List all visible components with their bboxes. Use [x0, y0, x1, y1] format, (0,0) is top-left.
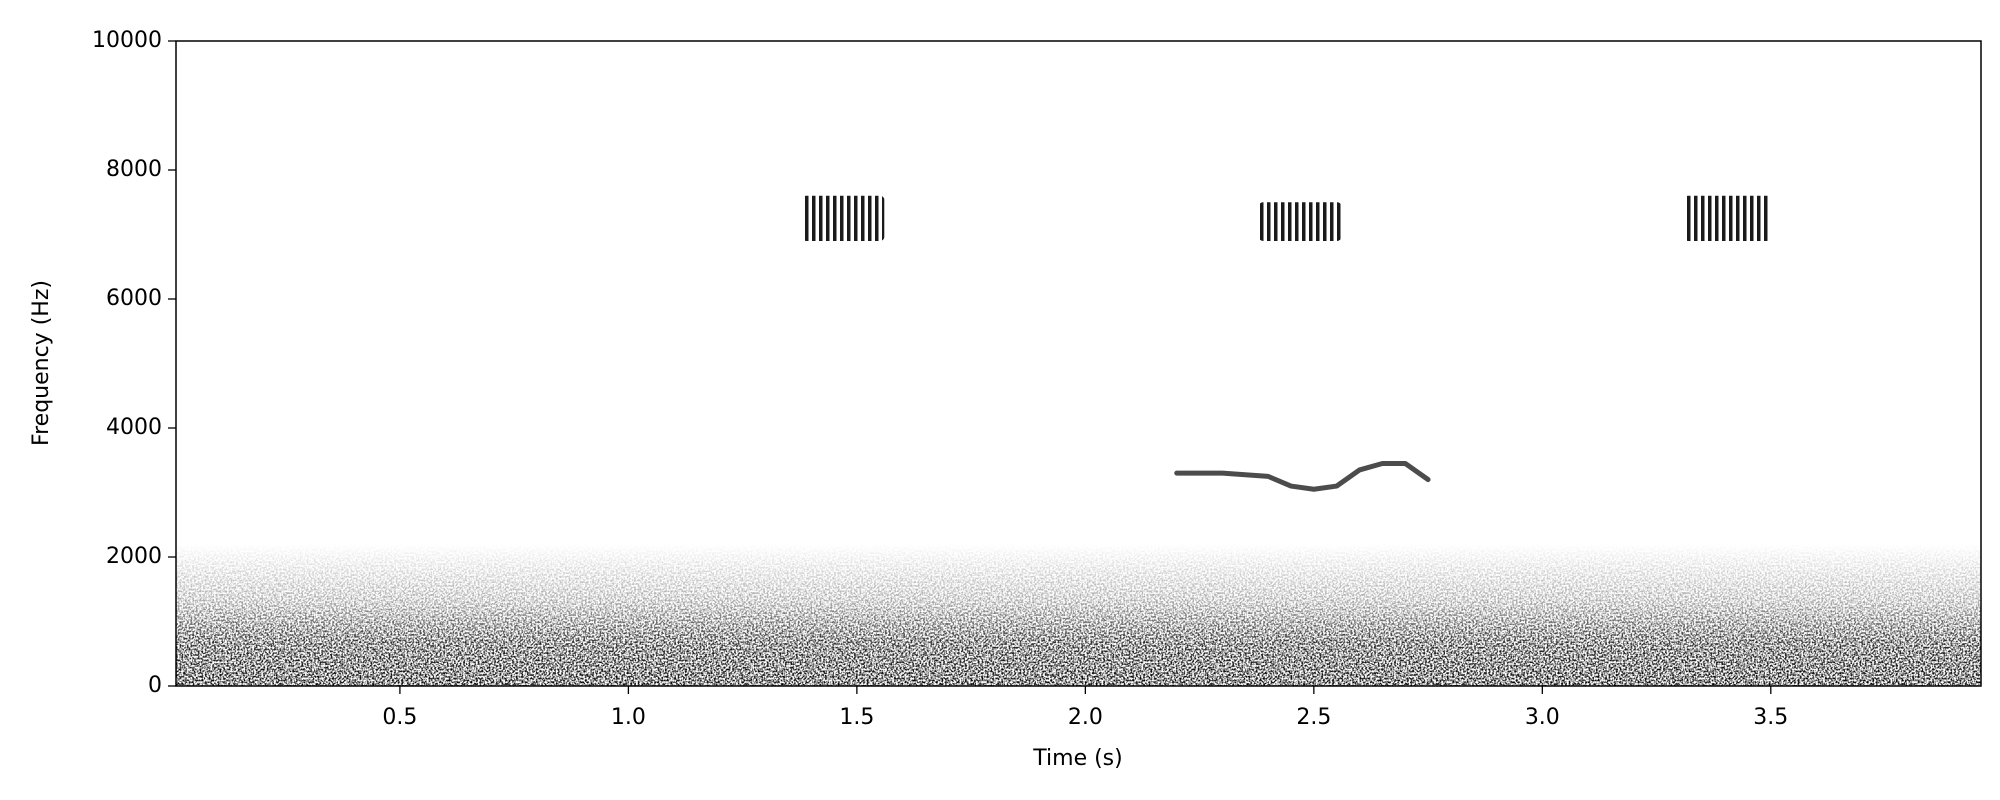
x-tick-label: 3.5 [1753, 705, 1788, 730]
x-tick-label: 1.5 [839, 705, 874, 730]
y-tick-label: 0 [148, 673, 162, 698]
y-tick-label: 2000 [106, 544, 162, 569]
y-tick-label: 6000 [106, 286, 162, 311]
y-tick-label: 4000 [106, 415, 162, 440]
x-tick-label: 2.5 [1296, 705, 1331, 730]
call-burst [1259, 202, 1342, 241]
noise-band [176, 544, 1981, 686]
x-tick-label: 0.5 [382, 705, 417, 730]
call-burst [1683, 195, 1771, 241]
x-axis-label: Time (s) [1032, 746, 1122, 771]
plot-frame [175, 40, 1982, 687]
x-tick-label: 1.0 [611, 705, 646, 730]
y-tick-label: 10000 [92, 28, 162, 53]
plot-area [176, 195, 1981, 686]
y-tick-label: 8000 [106, 157, 162, 182]
frequency-contour [1174, 460, 1431, 492]
x-tick-label: 2.0 [1068, 705, 1103, 730]
y-axis-label: Frequency (Hz) [29, 280, 54, 446]
x-tick-label: 3.0 [1525, 705, 1560, 730]
call-burst [802, 195, 885, 241]
